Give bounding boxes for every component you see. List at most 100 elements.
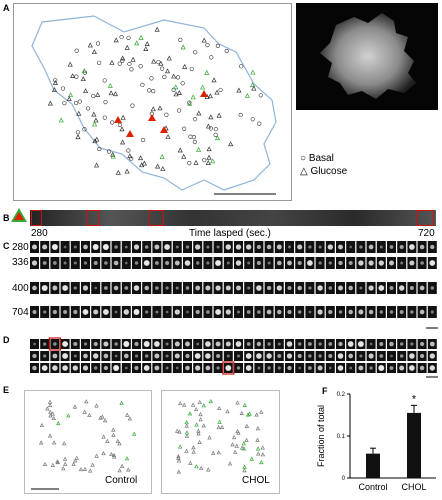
frame-tile <box>203 363 213 373</box>
map-marker <box>254 412 259 417</box>
map-marker <box>151 89 156 94</box>
frame-tile <box>70 339 80 349</box>
frame-tile <box>121 306 131 318</box>
frame-tile <box>285 351 294 361</box>
map-marker <box>160 166 166 171</box>
map-marker <box>110 120 115 125</box>
frame-tile <box>30 241 39 253</box>
map-marker <box>127 61 132 67</box>
frame-tile <box>101 351 111 361</box>
frame-tile <box>417 363 427 373</box>
frame-tile <box>315 351 325 361</box>
frame-tile <box>407 339 417 349</box>
highlight-frame <box>222 361 235 375</box>
map-marker <box>176 469 181 474</box>
legend-glucose-symbol: △ <box>300 166 308 177</box>
map-marker <box>249 82 256 88</box>
map-marker <box>205 160 211 165</box>
map-marker <box>115 169 121 175</box>
map-marker <box>206 146 212 152</box>
map-marker <box>259 459 264 465</box>
frame-tile <box>152 257 162 269</box>
frame-tile <box>132 282 141 294</box>
map-marker <box>165 133 171 139</box>
frame-gallery-c <box>30 241 438 329</box>
frame-tile <box>315 363 325 373</box>
frame-tile <box>254 282 264 294</box>
map-marker <box>260 445 265 450</box>
frame-tile <box>285 282 294 294</box>
frame-tile <box>295 363 305 373</box>
frame-tile <box>223 339 233 349</box>
frame-tile <box>356 241 366 253</box>
frame-tile <box>172 306 182 318</box>
frame-tile <box>295 306 305 318</box>
category-label: CHOL <box>401 482 426 492</box>
frame-tile <box>387 306 396 318</box>
map-marker <box>88 468 93 473</box>
map-marker <box>112 454 117 459</box>
frame-tile <box>60 257 70 269</box>
map-marker <box>94 403 99 408</box>
frame-tile <box>121 339 131 349</box>
map-marker <box>192 139 197 145</box>
frame-tile <box>30 339 39 349</box>
map-marker <box>51 415 56 421</box>
map-marker <box>176 458 182 463</box>
frame-tile <box>142 257 152 269</box>
map-marker <box>201 423 206 428</box>
frame-tile <box>193 363 203 373</box>
map-marker <box>208 114 214 120</box>
frame-tile <box>336 306 345 318</box>
map-marker <box>147 88 152 93</box>
map-marker <box>208 126 214 131</box>
map-marker <box>119 463 125 469</box>
frame-tile <box>223 306 233 318</box>
frame-tile <box>50 282 60 294</box>
event-icon <box>10 207 28 223</box>
frame-tile <box>183 241 192 253</box>
map-marker <box>219 424 225 429</box>
bar <box>407 412 421 478</box>
map-marker <box>42 461 48 466</box>
frame-tile <box>203 339 213 349</box>
map-marker <box>181 153 187 159</box>
frame-tile <box>295 241 305 253</box>
map-marker <box>100 414 105 419</box>
map-marker <box>71 461 76 466</box>
map-marker <box>115 438 120 443</box>
y-tick-label: 0.1 <box>337 434 346 440</box>
map-marker <box>120 139 126 145</box>
frame-tile <box>417 241 427 253</box>
frame-tile <box>407 306 417 318</box>
frame-tile <box>274 306 284 318</box>
frame-tile <box>101 282 111 294</box>
map-marker <box>187 411 193 416</box>
map-marker <box>82 466 88 471</box>
frame-tile <box>183 282 192 294</box>
frame-tile <box>81 339 90 349</box>
frame-tile <box>193 306 203 318</box>
frame-tile <box>142 351 152 361</box>
frame-tile <box>152 351 162 361</box>
map-marker <box>117 122 123 127</box>
frame-tile <box>162 339 172 349</box>
map-marker <box>67 92 74 98</box>
map-marker <box>190 94 196 100</box>
map-marker <box>160 66 165 71</box>
frame-tile <box>81 306 90 318</box>
highlight-box-4 <box>416 210 434 226</box>
highlight-box-2 <box>86 210 100 226</box>
frame-tile <box>213 241 223 253</box>
frame-tile <box>81 363 90 373</box>
frame-tile <box>274 351 284 361</box>
map-marker <box>196 431 201 436</box>
map-marker <box>72 458 78 463</box>
map-marker <box>244 93 250 98</box>
map-marker <box>239 64 244 69</box>
map-marker <box>110 153 116 159</box>
map-marker <box>177 108 182 113</box>
map-marker <box>180 81 185 86</box>
map-marker <box>216 112 222 118</box>
frame-tile <box>427 339 437 349</box>
